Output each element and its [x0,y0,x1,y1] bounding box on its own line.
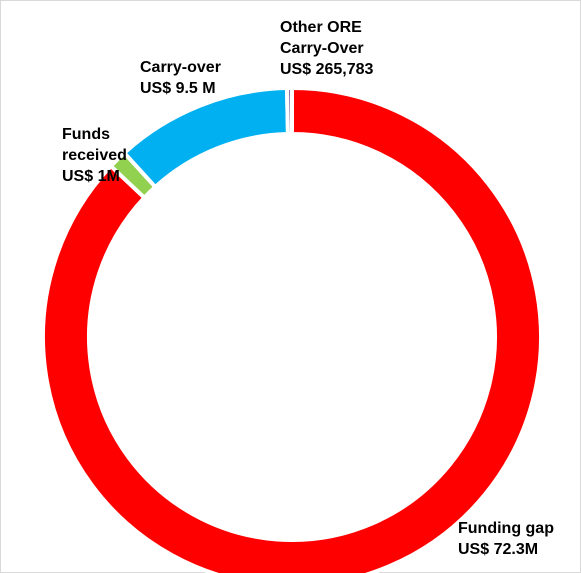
label-funds-received-line-1: Funds [62,126,110,143]
label-carry-over-line-2: US$ 9.5 M [140,80,216,97]
label-carry-over-line-1: Carry-over [140,59,221,76]
label-funds-received-line-2: received [62,147,127,164]
slice-other-ore-carry-over [284,85,294,137]
label-other-ore-line-1: Other ORE [280,19,362,36]
label-funding-gap-line-2: US$ 72.3M [458,541,539,558]
slice-carry-over [121,86,290,190]
label-carry-over: Carry-over US$ 9.5 M [140,57,221,99]
label-funds-received: Funds received US$ 1M [62,124,127,187]
label-other-ore-line-3: US$ 265,783 [280,61,374,78]
slice-funding-gap [41,85,543,573]
label-funding-gap-line-1: Funding gap [458,520,554,537]
label-other-ore-line-2: Carry-Over [280,40,364,57]
label-funds-received-line-3: US$ 1M [62,168,120,185]
label-other-ore-carry-over: Other ORE Carry-Over US$ 265,783 [280,17,373,80]
label-funding-gap: Funding gap US$ 72.3M [458,518,554,560]
